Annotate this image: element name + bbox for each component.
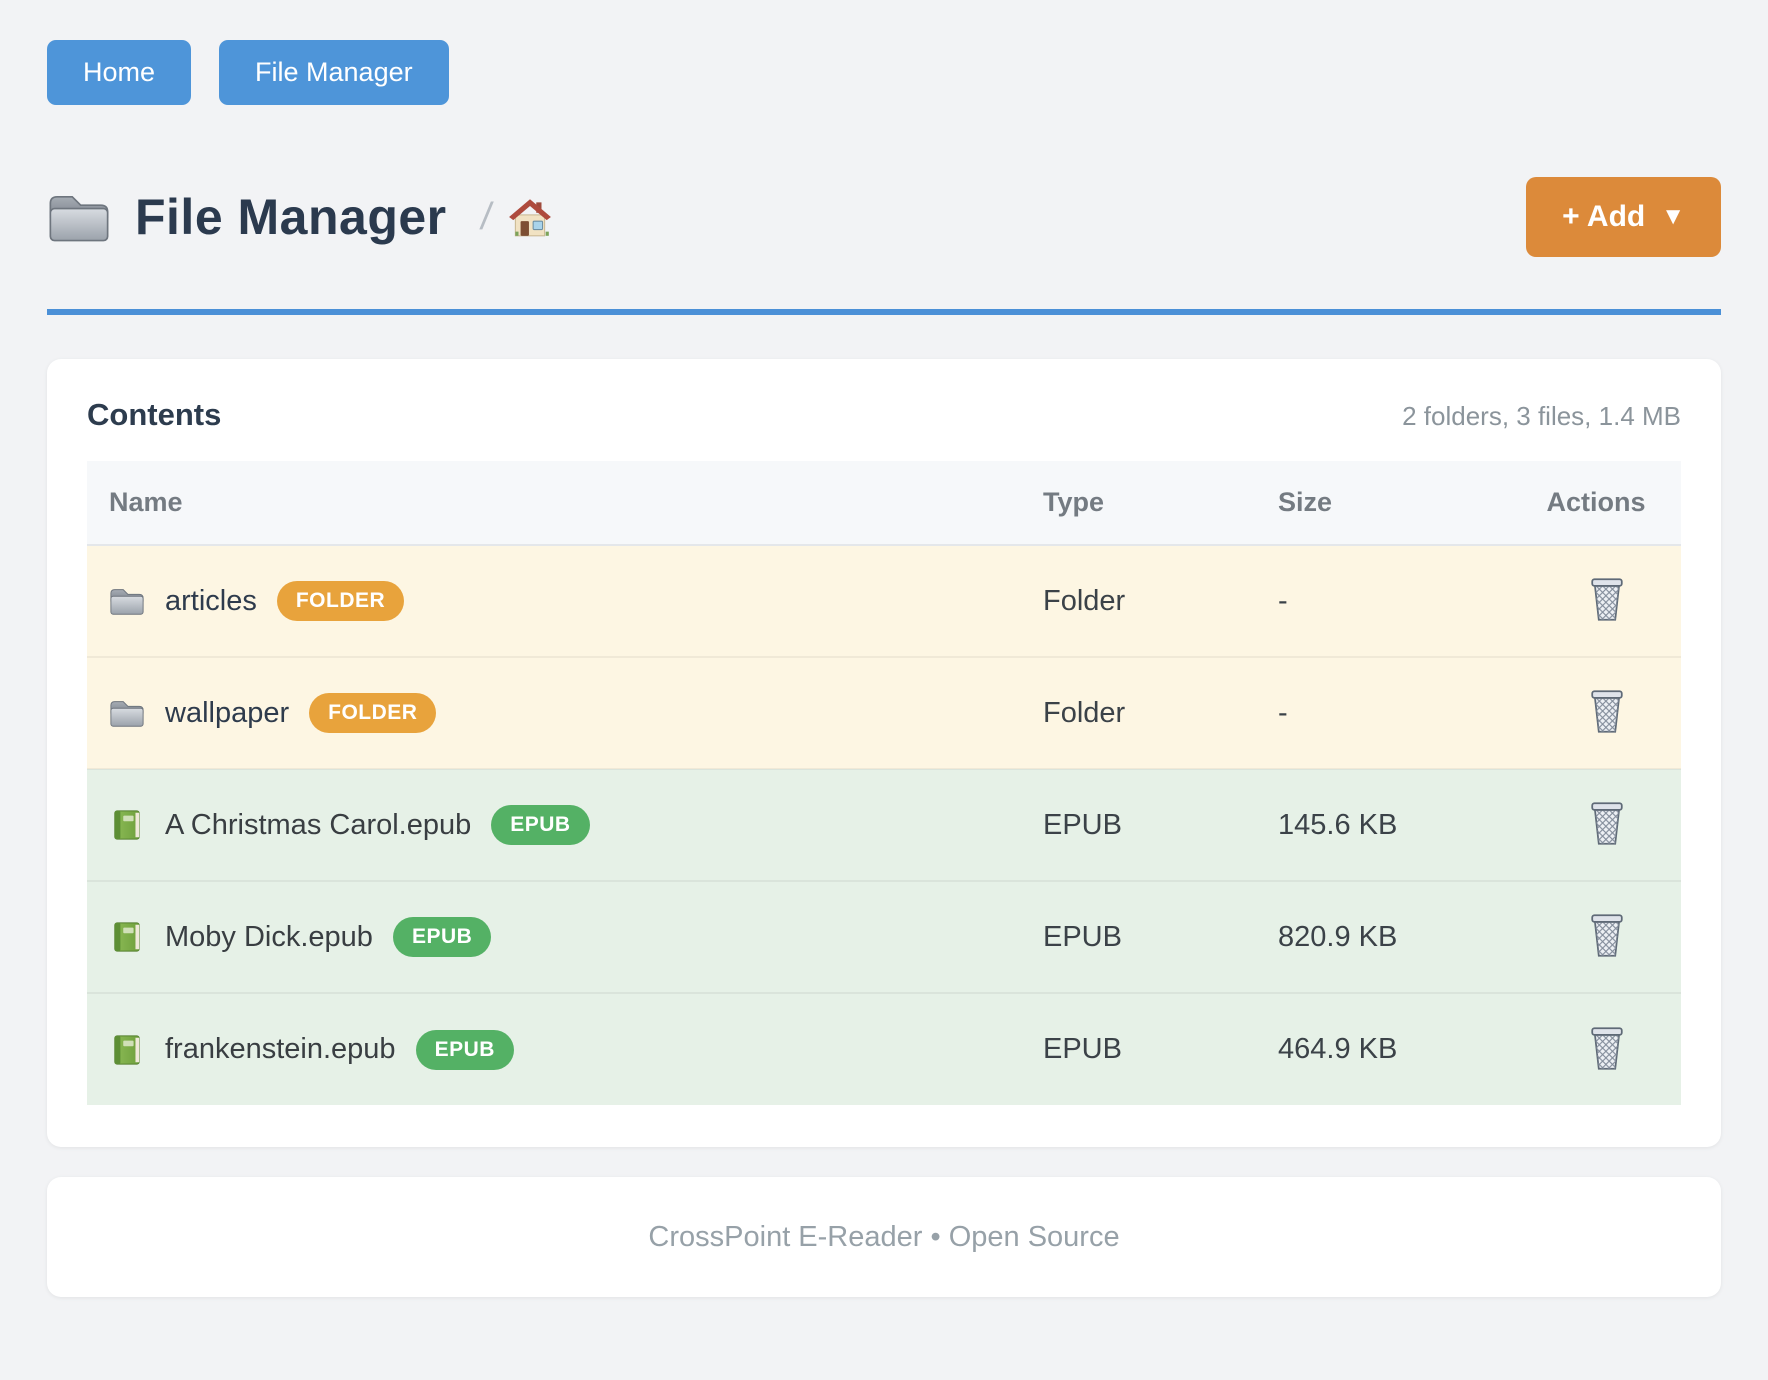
footer-card: CrossPoint E-Reader • Open Source — [47, 1177, 1721, 1297]
file-table-body: articles FOLDER Folder - wallpaper FOLDE… — [87, 545, 1681, 1105]
delete-button[interactable] — [1582, 684, 1632, 738]
file-type: EPUB — [1021, 768, 1256, 881]
column-header-type: Type — [1021, 461, 1256, 546]
file-table-head: Name Type Size Actions — [87, 461, 1681, 546]
file-name[interactable]: frankenstein.epub — [165, 1033, 396, 1065]
file-size: 464.9 KB — [1256, 992, 1511, 1105]
column-header-size: Size — [1256, 461, 1511, 546]
file-type: EPUB — [1021, 992, 1256, 1105]
file-type: EPUB — [1021, 880, 1256, 993]
file-type-badge: FOLDER — [309, 693, 437, 733]
book-icon — [114, 1034, 140, 1065]
book-icon — [114, 810, 140, 840]
delete-button[interactable] — [1582, 796, 1632, 850]
delete-button[interactable] — [1582, 1021, 1632, 1075]
file-table: Name Type Size Actions articles FOLDER F… — [87, 461, 1681, 1105]
contents-summary: 2 folders, 3 files, 1.4 MB — [1402, 401, 1681, 431]
add-button-label: + Add — [1562, 200, 1646, 233]
folder-icon — [49, 195, 109, 242]
file-name[interactable]: Moby Dick.epub — [165, 920, 373, 953]
file-type: Folder — [1021, 656, 1256, 769]
file-name[interactable]: wallpaper — [165, 696, 290, 729]
file-name[interactable]: articles — [165, 584, 257, 617]
breadcrumb: / — [477, 195, 554, 239]
home-icon[interactable] — [507, 195, 553, 239]
file-size: - — [1256, 656, 1511, 769]
header-divider — [47, 309, 1721, 315]
top-nav: Home File Manager — [47, 0, 1721, 105]
table-row: wallpaper FOLDER Folder - — [87, 656, 1681, 769]
table-row: Moby Dick.epub EPUB EPUB 820.9 KB — [87, 880, 1681, 993]
trash-icon — [1591, 802, 1623, 845]
caret-down-icon: ▼ — [1661, 203, 1685, 230]
trash-icon — [1591, 914, 1623, 957]
folder-icon — [110, 701, 144, 727]
table-row: frankenstein.epub EPUB EPUB 464.9 KB — [87, 992, 1681, 1105]
page-title: File Manager — [135, 189, 447, 245]
delete-button[interactable] — [1582, 572, 1632, 626]
delete-button[interactable] — [1582, 908, 1632, 962]
file-size: 145.6 KB — [1256, 768, 1511, 881]
file-type: Folder — [1021, 545, 1256, 657]
file-type-badge: EPUB — [392, 917, 492, 957]
trash-icon — [1591, 578, 1623, 621]
file-size: 820.9 KB — [1256, 880, 1511, 993]
file-type-badge: EPUB — [491, 805, 590, 845]
folder-icon — [110, 589, 144, 615]
page: Home File Manager File Manager / + Add ▼… — [47, 0, 1721, 1297]
column-header-actions: Actions — [1511, 461, 1681, 546]
nav-file-manager-button[interactable]: File Manager — [219, 40, 449, 105]
table-row: articles FOLDER Folder - — [87, 545, 1681, 657]
file-type-badge: EPUB — [415, 1029, 514, 1070]
contents-card-header: Contents 2 folders, 3 files, 1.4 MB — [87, 397, 1681, 433]
file-size: - — [1256, 545, 1511, 657]
file-type-badge: FOLDER — [276, 581, 405, 621]
table-row: A Christmas Carol.epub EPUB EPUB 145.6 K… — [87, 768, 1681, 881]
column-header-name: Name — [87, 461, 1021, 546]
page-header: File Manager / + Add ▼ — [47, 177, 1721, 257]
contents-card: Contents 2 folders, 3 files, 1.4 MB Name… — [47, 359, 1721, 1147]
contents-title: Contents — [87, 397, 222, 432]
trash-icon — [1591, 1026, 1623, 1070]
trash-icon — [1591, 690, 1623, 733]
nav-home-button[interactable]: Home — [47, 40, 192, 105]
footer-text: CrossPoint E-Reader • Open Source — [648, 1220, 1120, 1253]
file-name[interactable]: A Christmas Carol.epub — [165, 808, 472, 841]
breadcrumb-separator: / — [477, 195, 495, 238]
add-button[interactable]: + Add ▼ — [1526, 177, 1721, 257]
book-icon — [114, 922, 140, 952]
